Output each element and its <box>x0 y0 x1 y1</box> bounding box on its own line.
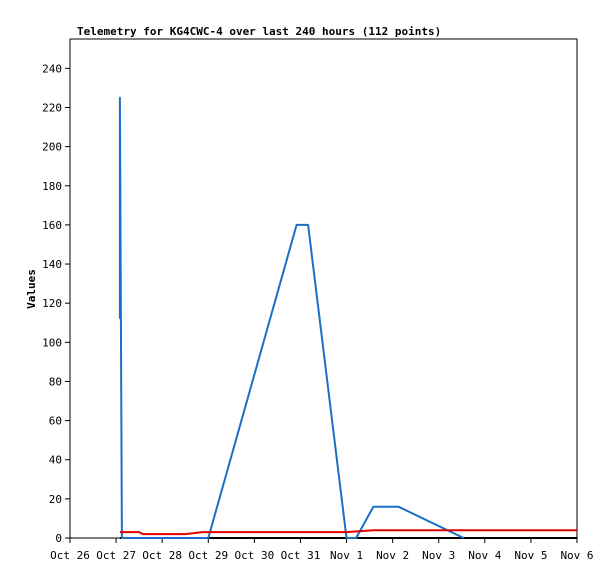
x-axis: Oct 26 Oct 27 Oct 28 Oct 29 Oct 30 Oct 31 Nov … <box>50 538 594 562</box>
y-tick-label: 200 <box>42 141 62 154</box>
y-tick-label: 120 <box>42 297 62 310</box>
x-tick-label: Nov 3 <box>422 549 455 562</box>
series-line-2 <box>118 96 465 539</box>
y-tick-label: 0 <box>55 532 62 545</box>
series-layer <box>118 96 577 539</box>
x-tick-label: Oct 28 <box>142 549 182 562</box>
plot-area <box>69 38 578 539</box>
series-line-3 <box>119 529 577 536</box>
x-tick-label: Oct 31 <box>281 549 321 562</box>
x-tick-label: Nov 5 <box>514 549 547 562</box>
y-tick-label: 40 <box>49 454 62 467</box>
x-tick-label: Nov 2 <box>376 549 409 562</box>
y-tick-label: 100 <box>42 336 62 349</box>
y-tick-label: 240 <box>42 62 62 75</box>
y-tick-label: 80 <box>49 375 62 388</box>
y-tick-label: 160 <box>42 219 62 232</box>
x-tick-label: Nov 1 <box>330 549 363 562</box>
y-axis-label: Values <box>25 269 38 309</box>
chart-title: Telemetry for KG4CWC-4 over last 240 hou… <box>77 25 441 38</box>
y-tick-label: 220 <box>42 101 62 114</box>
y-tick-label: 140 <box>42 258 62 271</box>
x-tick-label: Nov 4 <box>468 549 501 562</box>
x-tick-label: Oct 30 <box>234 549 274 562</box>
x-tick-label: Nov 6 <box>560 549 593 562</box>
y-axis: 0 20 40 60 80 100 120 140 160 180 200 220 240 <box>42 62 70 545</box>
y-tick-label: 60 <box>49 415 62 428</box>
y-tick-label: 180 <box>42 180 62 193</box>
x-tick-label: Oct 26 <box>50 549 90 562</box>
y-tick-label: 20 <box>49 493 62 506</box>
x-tick-label: Oct 27 <box>96 549 136 562</box>
x-tick-label: Oct 29 <box>188 549 228 562</box>
